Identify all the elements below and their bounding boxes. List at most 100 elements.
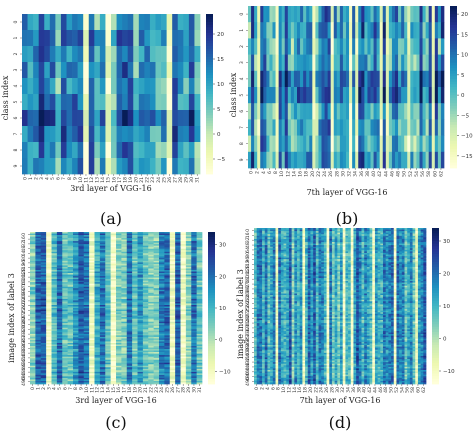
heatmap-cell [148,368,154,371]
heatmap-cell [126,279,133,281]
heatmap-cell [121,380,128,383]
heatmap-cell [318,151,322,169]
heatmap-cell [89,235,95,237]
heatmap-cell [46,248,52,251]
heatmap-cell [99,78,106,95]
heatmap-cell [180,309,187,312]
heatmap-cell [185,365,192,368]
colorbar-swatch [208,277,215,281]
heatmap-cell [142,306,149,309]
heatmap-cell [132,373,138,376]
heatmap-cell [349,151,353,169]
heatmap-cell [110,257,117,260]
heatmap-cell [116,265,122,268]
heatmap-cell [83,254,90,257]
heatmap-cell [137,270,144,272]
heatmap-cell [185,332,192,335]
heatmap-cell [94,270,101,272]
heatmap-cell [169,242,176,245]
heatmap-cell [99,277,106,280]
heatmap-cell [148,254,154,257]
heatmap-cell [399,229,403,232]
heatmap-cell [185,306,192,309]
heatmap-cell [126,359,133,362]
heatmap-cell [185,276,192,278]
heatmap-cell [334,234,338,237]
heatmap-cell [175,298,181,301]
heatmap-cell [374,229,378,232]
heatmap-cell [105,286,111,289]
heatmap-cell [185,256,192,259]
heatmap-cell [78,244,85,247]
heatmap-cell [164,321,171,324]
heatmap-cell [248,70,252,88]
heatmap-cell [62,254,68,257]
heatmap-cell [99,236,106,239]
heatmap-cell [180,315,187,318]
heatmap-cell [166,158,173,175]
heatmap-cell [46,238,52,240]
heatmap-cell [349,6,353,23]
heatmap-cell [327,22,332,39]
heatmap-cell [99,239,106,242]
heatmap-cell [73,312,79,315]
heatmap-cell [159,311,165,313]
heatmap-cell [423,228,427,230]
colorbar-swatch [208,295,215,299]
heatmap-cell [148,250,154,253]
heatmap-cell [169,359,176,362]
heatmap-cell [169,306,176,309]
y-tick-label: 8 [13,148,19,151]
heatmap-cell [126,248,133,251]
heatmap-cell [110,344,117,347]
heatmap-cell [132,273,138,275]
heatmap-cell [142,260,149,263]
heatmap-cell [132,238,138,240]
heatmap-cell [126,344,133,347]
heatmap-cell [40,232,47,234]
heatmap-cell [83,297,90,300]
colorbar-swatch [450,81,457,85]
heatmap-cell [379,151,384,169]
heatmap-cell [440,38,445,55]
heatmap-cell [111,126,117,143]
heatmap-cell [169,274,176,277]
heatmap-cell [116,288,122,291]
heatmap-cell [30,306,36,309]
x-tick-label: 26 [167,177,173,183]
heatmap-cell [110,282,117,285]
heatmap-cell [40,288,47,291]
colorbar-swatch [450,103,457,107]
heatmap-cell [38,110,45,127]
heatmap-cell [153,377,160,380]
heatmap-cell [110,362,117,365]
heatmap-cell [382,6,387,23]
heatmap-cell [334,229,338,232]
heatmap-cell [126,301,133,304]
heatmap-cell [302,234,306,237]
y-tick-label: 8 [239,142,245,145]
heatmap-cell [185,352,192,354]
heatmap-cell [40,248,47,251]
heatmap-cell [77,94,84,111]
heatmap-cell [191,304,197,307]
heatmap-cell [372,231,376,234]
heatmap-cell [89,303,95,306]
heatmap-cell [284,119,289,136]
heatmap-cell [35,349,42,351]
heatmap-cell [142,349,149,351]
heatmap-cell [196,377,203,380]
heatmap-cell [164,262,171,265]
heatmap-cell [51,271,58,274]
heatmap-cell [164,271,171,274]
heatmap-cell [278,234,282,237]
heatmap-cell [185,266,192,269]
x-tick-label: 18 [127,387,133,393]
heatmap-cell [121,314,128,316]
heatmap-cell [46,304,52,307]
heatmap-cell [175,254,181,257]
colorbar-tick-label: −10 [461,134,473,140]
heatmap-cell [159,251,165,254]
heatmap-cell [56,333,63,336]
heatmap-cell [67,289,74,292]
